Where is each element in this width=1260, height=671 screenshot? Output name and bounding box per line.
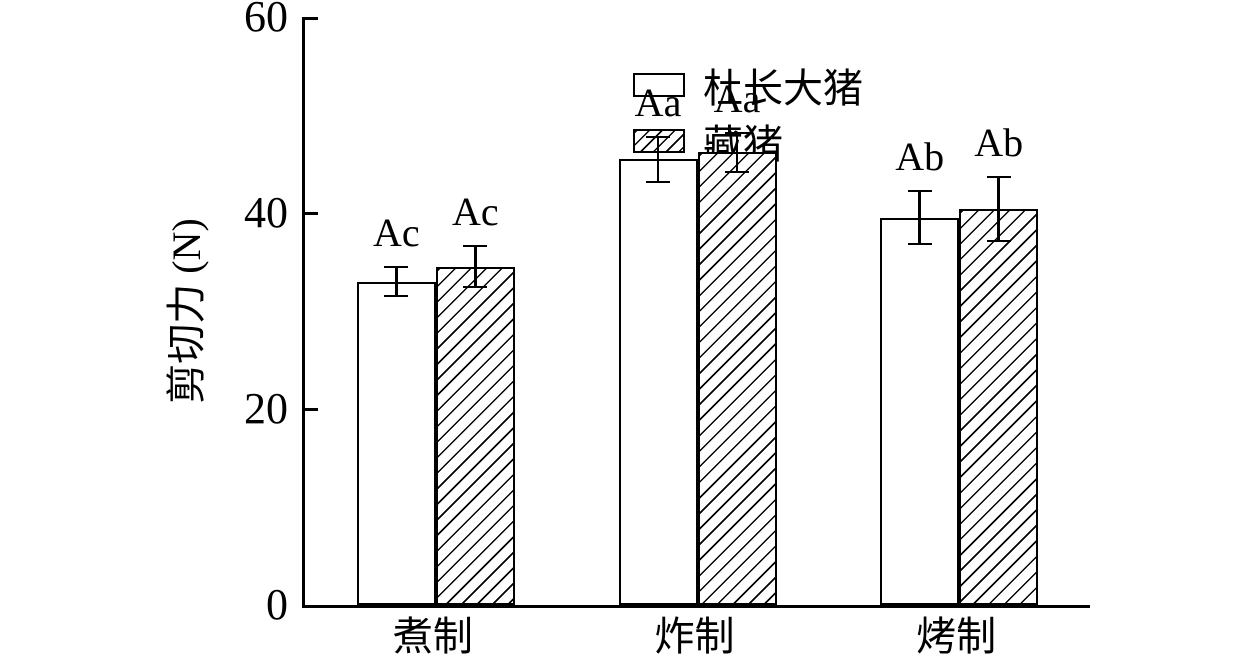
plot-area: 杜长大猪 藏猪 Ac Ac Aa Aa Ab Ab [302, 17, 1090, 608]
bar-藏猪-炸制 [697, 152, 777, 605]
x-category-label: 烤制 [916, 614, 997, 659]
error-bar [646, 135, 670, 183]
legend-label: 杜长大猪 [703, 66, 863, 111]
error-bar [463, 245, 488, 289]
y-tick-label: 20 [244, 384, 288, 433]
bar-杜长大猪-煮制 [356, 281, 436, 605]
y-tick-mark [305, 407, 318, 411]
y-tick-label: 40 [244, 188, 288, 237]
y-tick-label: 0 [266, 580, 288, 629]
significance-label: Ac [452, 189, 499, 235]
error-bar [384, 265, 409, 298]
bar-杜长大猪-烤制 [880, 217, 960, 605]
bar-藏猪-煮制 [435, 266, 515, 605]
significance-label: Ab [895, 134, 945, 180]
significance-label: Aa [634, 79, 682, 125]
y-tick-mark [305, 211, 318, 215]
x-category-label: 煮制 [392, 614, 473, 659]
x-category-label: 炸制 [654, 614, 735, 659]
bar-藏猪-烤制 [959, 209, 1039, 605]
error-bar [907, 190, 932, 246]
bar-杜长大猪-炸制 [618, 159, 698, 605]
error-bar [986, 175, 1011, 243]
legend-item-杜长大猪: 杜长大猪 [633, 57, 863, 113]
significance-label: Aa [713, 75, 761, 121]
significance-label: Ab [974, 119, 1024, 165]
significance-label: Ac [373, 209, 420, 255]
y-tick-label: 60 [244, 0, 288, 41]
error-bar [725, 131, 749, 173]
legend-swatch-plain-icon [633, 73, 685, 97]
y-tick-mark [305, 17, 318, 20]
y-axis-title: 剪切力 (N) [164, 218, 209, 404]
